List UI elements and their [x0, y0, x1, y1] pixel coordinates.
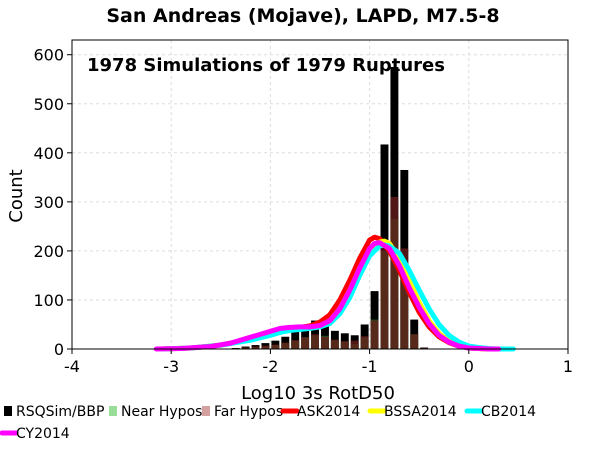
bar-far-hypos — [330, 339, 339, 349]
legend-label: Near Hypos — [121, 404, 202, 420]
bar-far-hypos — [390, 196, 399, 349]
bar-far-hypos — [311, 334, 319, 349]
simulation-annotation: 1978 Simulations of 1979 Ruptures — [87, 55, 445, 76]
bar-far-hypos — [400, 248, 409, 349]
x-axis-label: Log10 3s RotD50 — [241, 383, 395, 404]
bar-far-hypos — [251, 346, 260, 349]
legend: RSQSim/BBP Near Hypos Far Hypos ASK2014 BSSA… — [0, 404, 536, 442]
plot-area — [72, 40, 568, 349]
bar-far-hypos — [241, 347, 250, 349]
legend-label: BSSA2014 — [384, 404, 457, 420]
legend-swatch — [202, 406, 210, 416]
bar-far-hypos — [380, 244, 389, 349]
gmpe-curves — [153, 234, 516, 352]
x-tick-label: -2 — [262, 357, 278, 376]
bar-far-hypos — [261, 345, 270, 349]
bar-far-hypos — [301, 337, 310, 349]
x-tick-label: 0 — [464, 357, 474, 376]
x-tick-label: -4 — [64, 357, 80, 376]
grid-lines — [72, 40, 568, 349]
x-tick-label: -3 — [163, 357, 179, 376]
bar-far-hypos — [370, 320, 379, 349]
y-axis-label: Count — [6, 169, 27, 222]
y-axis-ticks: 0 100 200 300 400 500 600 — [33, 46, 72, 359]
legend-label: RSQSim/BBP — [16, 404, 104, 420]
bar-far-hypos — [340, 341, 349, 349]
y-tick-label: 300 — [33, 193, 64, 212]
x-tick-label: 1 — [563, 357, 573, 376]
y-tick-label: 100 — [33, 291, 64, 310]
legend-swatch — [109, 406, 117, 416]
x-tick-label: -1 — [362, 357, 378, 376]
bar-far-hypos — [360, 336, 369, 349]
curve-cy2014 — [153, 240, 502, 352]
bar-far-hypos — [291, 340, 300, 349]
legend-label: Far Hypos — [214, 404, 283, 420]
legend-label: CB2014 — [481, 404, 536, 420]
bar-far-hypos — [410, 334, 419, 349]
chart-title: San Andreas (Mojave), LAPD, M7.5-8 — [106, 5, 499, 27]
y-tick-label: 400 — [33, 144, 64, 163]
y-tick-label: 0 — [54, 340, 64, 359]
bar-far-hypos — [321, 336, 329, 349]
y-tick-label: 500 — [33, 95, 64, 114]
legend-swatch — [4, 406, 12, 416]
legend-label: CY2014 — [16, 426, 70, 442]
bar-far-hypos — [281, 342, 290, 349]
bar-far-hypos — [271, 344, 280, 349]
plot-border — [71, 39, 569, 350]
legend-label: ASK2014 — [297, 404, 360, 420]
y-tick-label: 600 — [33, 46, 64, 65]
bar-far-hypos — [350, 340, 359, 349]
x-axis-ticks: -4 -3 -2 -1 0 1 — [64, 349, 573, 376]
y-tick-label: 200 — [33, 242, 64, 261]
